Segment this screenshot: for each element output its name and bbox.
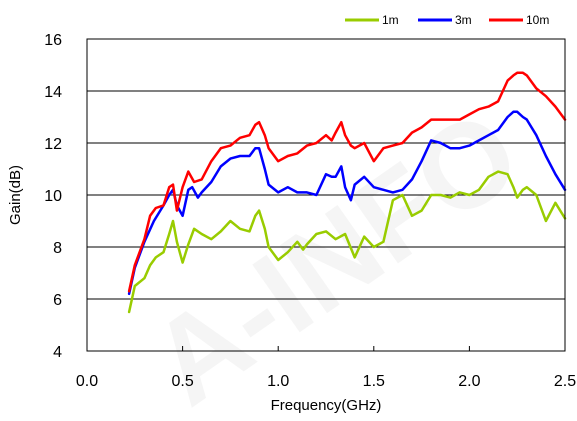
- legend-label-1m: 1m: [382, 13, 399, 27]
- y-tick-label: 6: [53, 292, 62, 309]
- series-layer: [127, 71, 567, 314]
- y-tick-label: 14: [44, 84, 62, 101]
- x-tick-label: 1.5: [363, 373, 385, 390]
- y-tick-label: 12: [44, 136, 62, 153]
- axes: [86, 38, 566, 352]
- y-tick-label: 10: [44, 188, 62, 205]
- tick-labels: 4 6 8 10 12 14 16 0.0 0.5 1.0 1.5 2.0 2.5: [44, 32, 576, 390]
- y-axis-label: Gain(dB): [7, 165, 24, 225]
- y-tick-label: 8: [53, 240, 62, 257]
- legend-label-3m: 3m: [455, 13, 472, 27]
- legend-label-10m: 10m: [526, 13, 549, 27]
- x-tick-label: 2.5: [554, 373, 576, 390]
- y-tick-label: 16: [44, 32, 62, 49]
- x-axis-label: Frequency(GHz): [271, 397, 382, 414]
- y-tick-label: 4: [53, 344, 62, 361]
- x-tick-label: 0.5: [171, 373, 193, 390]
- x-tick-label: 2.0: [458, 373, 480, 390]
- series-line-10m: [127, 71, 567, 293]
- series-line-1m: [127, 170, 567, 314]
- x-tick-label: 0.0: [76, 373, 98, 390]
- series-line-3m: [127, 110, 567, 296]
- legend: 1m 3m 10m: [345, 13, 549, 27]
- x-tick-label: 1.0: [267, 373, 289, 390]
